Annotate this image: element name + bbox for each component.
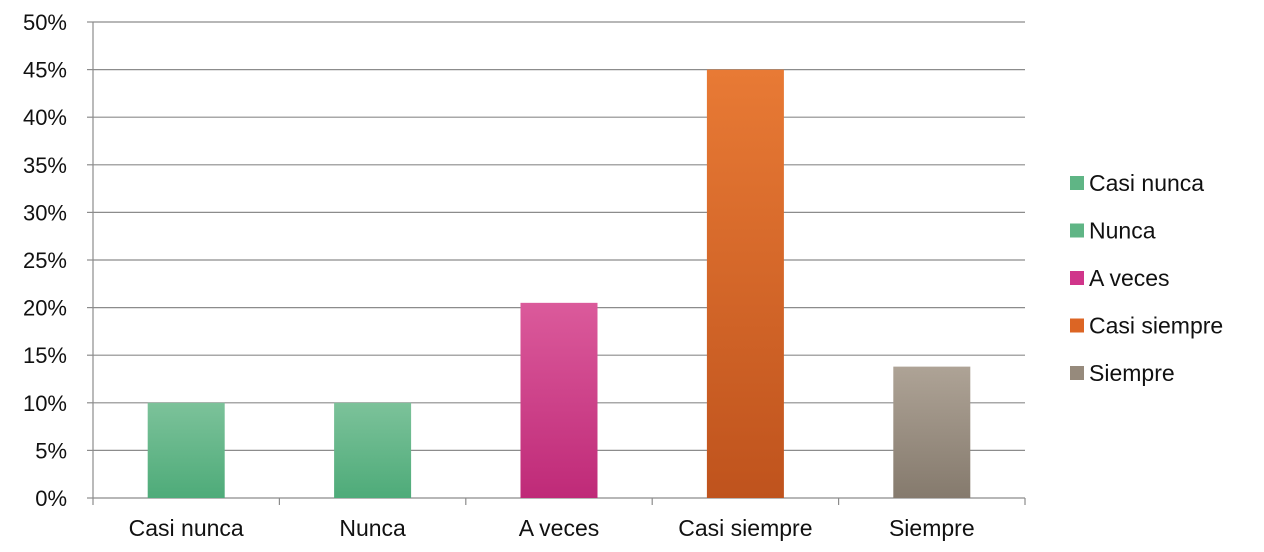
legend-swatch	[1070, 223, 1084, 238]
legend-swatch	[1070, 271, 1084, 285]
y-tick-label-50: 50%	[23, 10, 67, 35]
legend-swatch	[1070, 366, 1084, 380]
legend-swatch	[1070, 176, 1084, 190]
y-tick-label-30: 30%	[23, 200, 67, 225]
legend-item-a-veces: A veces	[1070, 265, 1170, 291]
x-category-label: Nunca	[339, 515, 406, 541]
y-tick-label-40: 40%	[23, 105, 67, 130]
y-tick-label-45: 45%	[23, 58, 67, 83]
y-tick-label-5: 5%	[35, 438, 67, 463]
x-category-label: Siempre	[889, 515, 975, 541]
legend-item-siempre: Siempre	[1070, 360, 1175, 386]
legend-label: Siempre	[1089, 360, 1175, 386]
x-axis-category-labels: Casi nunca Nunca A veces Casi siempre Siempr…	[129, 515, 975, 541]
legend-item-nunca: Nunca	[1070, 218, 1156, 244]
bar-nunca	[334, 402, 412, 498]
bar-casi-nunca	[147, 402, 225, 498]
y-tick-label-15: 15%	[23, 343, 67, 368]
legend-label: Casi siempre	[1089, 313, 1223, 339]
y-tick-label-25: 25%	[23, 248, 67, 273]
y-tick-label-10: 10%	[23, 391, 67, 416]
y-tick-label-20: 20%	[23, 296, 67, 321]
legend-label: A veces	[1089, 265, 1170, 291]
legend-item-casi-nunca: Casi nunca	[1070, 170, 1204, 196]
x-category-label: A veces	[519, 515, 600, 541]
x-category-label: Casi nunca	[129, 515, 244, 541]
y-tick-label-0: 0%	[35, 486, 67, 511]
legend-swatch	[1070, 318, 1084, 333]
gridlines	[93, 21, 1025, 451]
bar-casi-siempre	[706, 69, 784, 498]
bar-a-veces	[520, 302, 598, 498]
y-tick-label-35: 35%	[23, 153, 67, 178]
legend-label: Nunca	[1089, 218, 1156, 244]
legend: Casi nunca Nunca A veces Casi siempre Siempr…	[1070, 170, 1223, 386]
y-axis-tick-labels: 0% 5% 10% 15% 20% 25% 30% 35% 40% 45% 50%	[23, 10, 67, 511]
legend-label: Casi nunca	[1089, 170, 1204, 196]
bars	[147, 69, 971, 498]
x-category-label: Casi siempre	[678, 515, 812, 541]
legend-item-casi-siempre: Casi siempre	[1070, 313, 1223, 339]
bar-siempre	[893, 366, 971, 498]
